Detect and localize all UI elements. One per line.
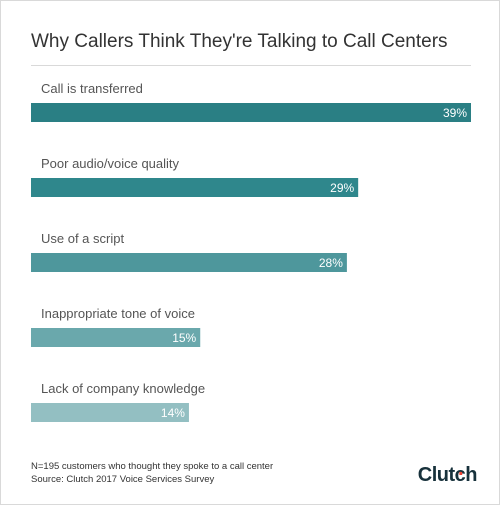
clutch-logo: Clutch. — [417, 458, 478, 487]
value-label: 28% — [319, 256, 343, 270]
logo-dot: . — [457, 458, 464, 480]
category-label: Lack of company knowledge — [41, 381, 205, 396]
bar — [31, 403, 189, 422]
footnote-source: Source: Clutch 2017 Voice Services Surve… — [31, 474, 215, 485]
bar — [31, 328, 201, 347]
bar-chart: Call is transferred 39% Poor audio/voice q… — [31, 81, 471, 422]
bar — [31, 253, 347, 272]
footnote-sample: N=195 customers who thought they spoke t… — [31, 461, 274, 472]
logo-wordmark: Clutch — [417, 464, 478, 486]
value-label: 15% — [172, 331, 196, 345]
title-divider — [31, 65, 471, 66]
value-label: 29% — [330, 181, 354, 195]
chart-title: Why Callers Think They're Talking to Cal… — [31, 31, 448, 52]
bar — [31, 178, 359, 197]
category-label: Poor audio/voice quality — [41, 156, 180, 171]
value-label: 39% — [443, 106, 467, 120]
category-label: Call is transferred — [41, 81, 143, 96]
value-label: 14% — [161, 406, 185, 420]
category-label: Use of a script — [41, 231, 124, 246]
bar — [31, 103, 471, 122]
category-label: Inappropriate tone of voice — [41, 306, 195, 321]
